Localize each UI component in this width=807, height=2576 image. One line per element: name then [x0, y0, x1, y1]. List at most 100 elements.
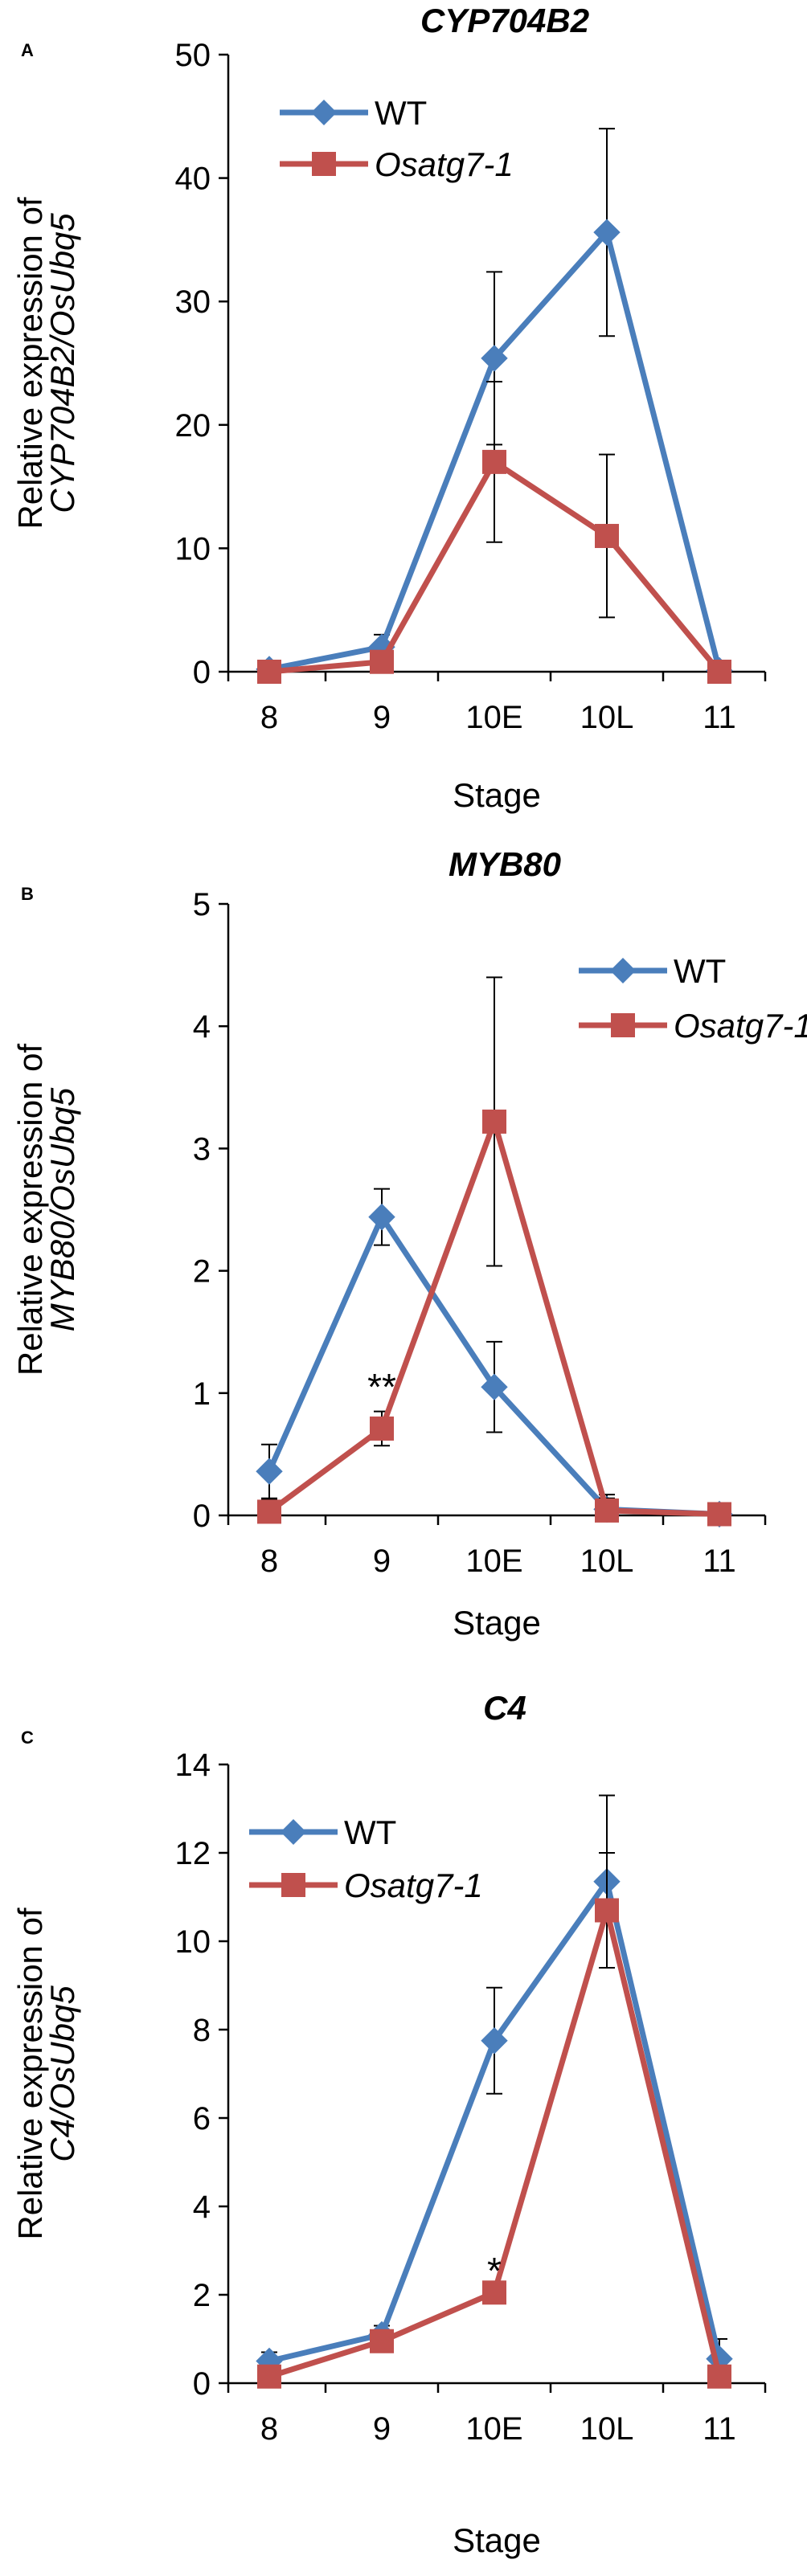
y-axis-title-line1: Relative expression of	[11, 197, 49, 530]
data-point	[482, 1109, 506, 1134]
x-tick-label: 9	[373, 2411, 391, 2447]
data-point	[707, 660, 731, 684]
chart-panel-c: C C4 0 2 4 6 8 10 12 14 8 9 10E 10L 11 Stage Relative ex…	[11, 1689, 767, 2559]
x-axis-title: Stage	[453, 1604, 541, 1642]
legend: WT Osatg7-1	[280, 94, 514, 183]
chart-title: CYP704B2	[420, 2, 589, 39]
y-tick-label: 0	[193, 655, 211, 690]
significance-marker: *	[487, 2250, 502, 2292]
chart-title: C4	[483, 1689, 526, 1727]
x-tick-label: 10E	[465, 2411, 522, 2447]
x-tick-label: 8	[260, 1544, 278, 1579]
x-tick-label: 9	[373, 700, 391, 735]
data-point	[481, 345, 508, 372]
data-point	[481, 1373, 508, 1400]
data-point	[370, 649, 394, 674]
legend-marker	[311, 100, 337, 125]
legend-label: WT	[674, 952, 726, 990]
y-tick-label: 0	[193, 1499, 211, 1534]
legend-item: Osatg7-1	[249, 1867, 483, 1904]
legend-label: Osatg7-1	[344, 1867, 483, 1904]
chart-panel-a: A CYP704B2 0 10 20 30 40 50 8 9 10E 10L 11 Stage Relat…	[11, 2, 767, 814]
x-tick-label: 10E	[465, 1544, 522, 1579]
x-tick-label: 11	[703, 2411, 736, 2447]
x-tick-label: 11	[703, 1544, 736, 1579]
x-tick-label: 8	[260, 2411, 278, 2447]
series-osatg7-1	[257, 381, 731, 684]
legend-item: WT	[249, 1813, 396, 1851]
data-point	[370, 2329, 394, 2353]
x-tick-label: 11	[703, 700, 736, 735]
chart-title: MYB80	[449, 845, 561, 883]
chart-panel-b: B MYB80 0 1 2 3 4 5 8 9 10E 10L 11 Stage Relative expr…	[11, 845, 807, 1642]
y-axis-title-line1: Relative expression of	[11, 1044, 49, 1376]
data-point	[482, 2280, 506, 2305]
significance-marker: **	[367, 1366, 396, 1408]
panel-letter: C	[21, 1728, 34, 1748]
y-axis-title-line1: Relative expression of	[11, 1907, 49, 2240]
legend: WT Osatg7-1	[579, 952, 807, 1045]
data-point	[595, 1498, 619, 1523]
legend-label: WT	[375, 94, 427, 132]
y-axis-title-line2: MYB80/OsUbq5	[43, 1087, 81, 1331]
legend-label: WT	[344, 1813, 396, 1851]
y-tick-label: 4	[193, 1009, 211, 1045]
series-osatg7-1	[257, 1852, 731, 2389]
y-tick-label: 3	[193, 1131, 211, 1167]
legend-marker	[281, 1873, 305, 1897]
data-point	[593, 219, 621, 246]
data-point	[257, 1499, 281, 1524]
y-tick-label: 2	[193, 1254, 211, 1290]
y-tick-label: 8	[193, 2013, 211, 2048]
y-tick-label: 0	[193, 2366, 211, 2402]
legend-label: Osatg7-1	[375, 145, 514, 183]
legend-item: WT	[579, 952, 726, 990]
y-tick-label: 30	[175, 284, 211, 320]
data-point	[595, 524, 619, 549]
series-osatg7-1	[257, 976, 731, 1527]
y-tick-label: 50	[175, 38, 211, 73]
series-line	[268, 1907, 723, 2380]
data-point	[482, 449, 506, 474]
y-tick-label: 10	[175, 1924, 211, 1960]
y-tick-label: 4	[193, 2190, 211, 2225]
y-tick-label: 5	[193, 887, 211, 922]
x-tick-label: 10L	[580, 700, 634, 735]
y-axis-title-line2: C4/OsUbq5	[43, 1985, 81, 2162]
data-point	[368, 1203, 395, 1231]
y-tick-label: 6	[193, 2101, 211, 2136]
x-axis-title: Stage	[453, 776, 541, 814]
data-point	[257, 2364, 281, 2389]
data-point	[256, 1458, 283, 1485]
data-point	[707, 2364, 731, 2389]
data-point	[707, 1502, 731, 1527]
y-tick-label: 14	[175, 1748, 211, 1783]
legend-marker	[610, 958, 636, 983]
y-tick-label: 12	[175, 1836, 211, 1871]
y-tick-label: 40	[175, 162, 211, 197]
legend: WT Osatg7-1	[249, 1813, 483, 1904]
legend-marker	[281, 1819, 306, 1845]
y-axis-title-line2: CYP704B2/OsUbq5	[43, 213, 81, 513]
x-axis-title: Stage	[453, 2521, 541, 2559]
legend-item: WT	[280, 94, 427, 132]
data-point	[595, 1898, 619, 1923]
y-tick-label: 1	[193, 1376, 211, 1412]
data-point	[370, 1416, 394, 1441]
x-tick-label: 8	[260, 700, 278, 735]
legend-marker	[611, 1013, 635, 1037]
legend-label: Osatg7-1	[674, 1007, 807, 1045]
x-tick-label: 10E	[465, 700, 522, 735]
legend-marker	[312, 152, 336, 176]
y-tick-label: 10	[175, 531, 211, 566]
x-tick-label: 9	[373, 1544, 391, 1579]
data-point	[481, 2027, 508, 2055]
x-tick-label: 10L	[580, 1544, 634, 1579]
legend-item: Osatg7-1	[280, 145, 514, 183]
y-tick-label: 20	[175, 408, 211, 444]
data-point	[257, 660, 281, 684]
panel-letter: A	[21, 40, 34, 60]
x-tick-label: 10L	[580, 2411, 634, 2447]
panel-letter: B	[21, 884, 34, 904]
